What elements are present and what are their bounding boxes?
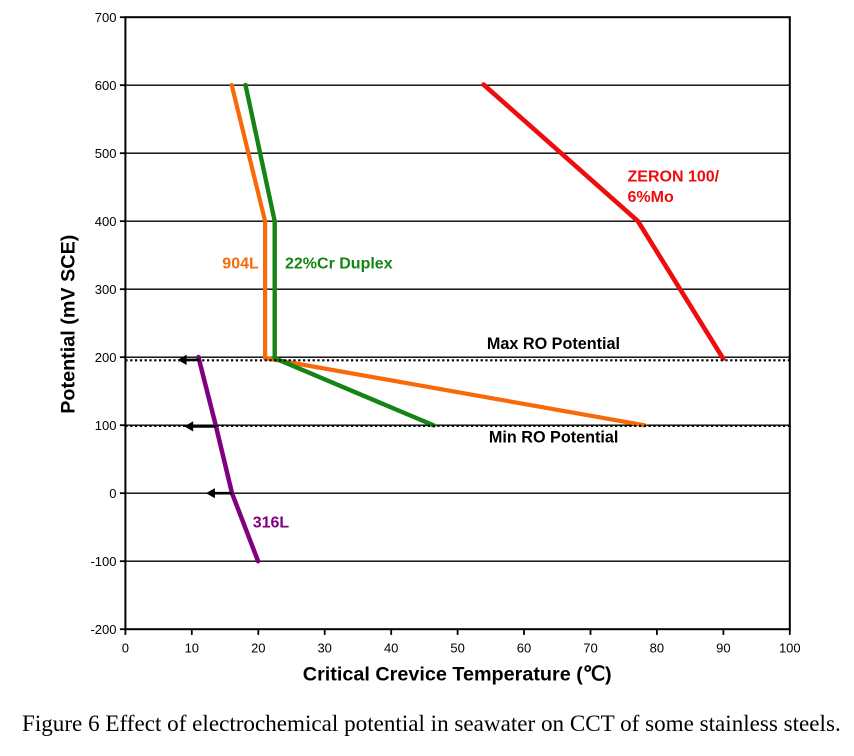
svg-text:10: 10: [185, 640, 199, 655]
svg-text:30: 30: [317, 640, 331, 655]
svg-text:700: 700: [95, 10, 117, 25]
svg-text:200: 200: [95, 350, 117, 365]
svg-text:600: 600: [95, 78, 117, 93]
svg-text:-200: -200: [90, 622, 116, 637]
svg-text:ZERON 100/: ZERON 100/: [628, 169, 720, 186]
svg-text:400: 400: [95, 214, 117, 229]
svg-text:Critical Crevice Temperature (: Critical Crevice Temperature (℃): [303, 664, 612, 686]
svg-text:316L: 316L: [253, 515, 290, 532]
svg-text:6%Mo: 6%Mo: [628, 189, 674, 206]
svg-text:60: 60: [517, 640, 531, 655]
svg-text:Max RO Potential: Max RO Potential: [487, 335, 620, 353]
svg-text:Min RO Potential: Min RO Potential: [489, 429, 619, 447]
svg-text:904L: 904L: [222, 255, 259, 272]
svg-text:500: 500: [95, 146, 117, 161]
svg-text:Potential (mV SCE): Potential (mV SCE): [58, 235, 80, 414]
svg-text:-100: -100: [90, 554, 116, 569]
svg-text:50: 50: [450, 640, 464, 655]
svg-text:100: 100: [779, 640, 801, 655]
svg-text:22%Cr Duplex: 22%Cr Duplex: [285, 255, 393, 272]
svg-text:Figure 6 Effect of electrochem: Figure 6 Effect of electrochemical poten…: [22, 710, 841, 736]
svg-text:0: 0: [109, 486, 116, 501]
svg-text:300: 300: [95, 282, 117, 297]
svg-text:90: 90: [716, 640, 730, 655]
svg-text:70: 70: [583, 640, 597, 655]
svg-text:40: 40: [384, 640, 398, 655]
svg-text:0: 0: [122, 640, 129, 655]
svg-text:20: 20: [251, 640, 265, 655]
svg-text:100: 100: [95, 418, 117, 433]
svg-text:80: 80: [650, 640, 664, 655]
